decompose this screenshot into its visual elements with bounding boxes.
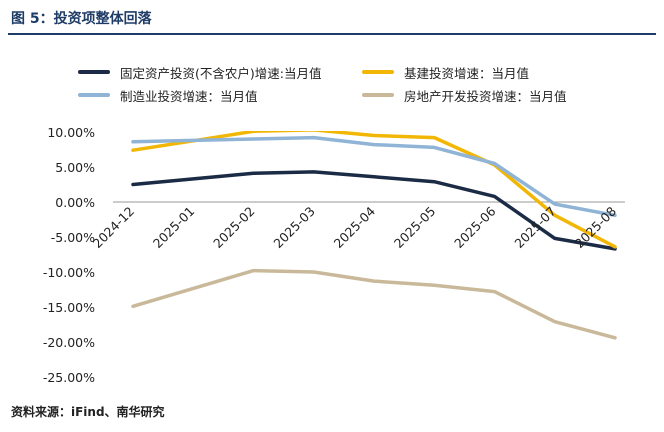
data-source: 资料来源：iFind、南华研究 — [11, 405, 165, 419]
chart-series — [131, 131, 617, 340]
legend-item-manufacturing: 制造业投资增速：当月值 — [78, 86, 258, 104]
y-tick-label: 5.00% — [55, 160, 95, 175]
series-line-3 — [131, 268, 617, 340]
x-tick-label: 2025-05 — [391, 204, 439, 252]
series-line-2 — [131, 135, 617, 218]
x-tick-label: 2025-06 — [451, 203, 499, 251]
y-axis-ticks: 10.00% 5.00% 0.00% -5.00% -10.00% -15.00% -20.… — [43, 125, 95, 385]
legend-label-fixed-asset: 固定资产投资(不含农户)增速:当月值 — [120, 65, 322, 81]
legend-item-infrastructure: 基建投资增速：当月值 — [362, 63, 529, 81]
title-divider — [8, 33, 656, 35]
legend-label-manufacturing: 制造业投资增速：当月值 — [120, 88, 258, 104]
x-axis-ticks: 2024-12 2025-01 2025-02 2025-03 2025-04 2025-… — [90, 203, 620, 251]
figure-title: 图 5：投资项整体回落 — [11, 11, 152, 27]
y-tick-label: -15.00% — [43, 300, 95, 315]
legend-swatch-manufacturing — [78, 93, 110, 97]
x-tick-label: 2025-07 — [511, 204, 559, 252]
legend-label-infrastructure: 基建投资增速：当月值 — [404, 65, 530, 81]
x-tick-label: 2025-01 — [150, 204, 198, 252]
legend-item-fixed-asset: 固定资产投资(不含农户)增速:当月值 — [78, 63, 321, 81]
legend-item-real-estate: 房地产开发投资增速：当月值 — [362, 86, 567, 104]
y-tick-label: -5.00% — [51, 230, 95, 245]
y-tick-label: -25.00% — [43, 370, 95, 385]
y-tick-label: 0.00% — [55, 195, 95, 210]
legend-swatch-infrastructure — [362, 70, 394, 74]
legend-swatch-real-estate — [362, 93, 394, 97]
x-tick-label: 2025-02 — [210, 204, 258, 252]
x-tick-label: 2025-03 — [270, 204, 318, 252]
y-tick-label: 10.00% — [47, 125, 95, 140]
series-line-0 — [131, 170, 617, 251]
x-tick-label: 2024-12 — [90, 204, 138, 252]
y-tick-label: -20.00% — [43, 335, 95, 350]
x-tick-label: 2025-04 — [331, 203, 379, 251]
legend-swatch-fixed-asset — [78, 70, 110, 74]
y-tick-label: -10.00% — [43, 265, 95, 280]
legend-label-real-estate: 房地产开发投资增速：当月值 — [404, 88, 567, 104]
series-line-1 — [131, 131, 617, 249]
